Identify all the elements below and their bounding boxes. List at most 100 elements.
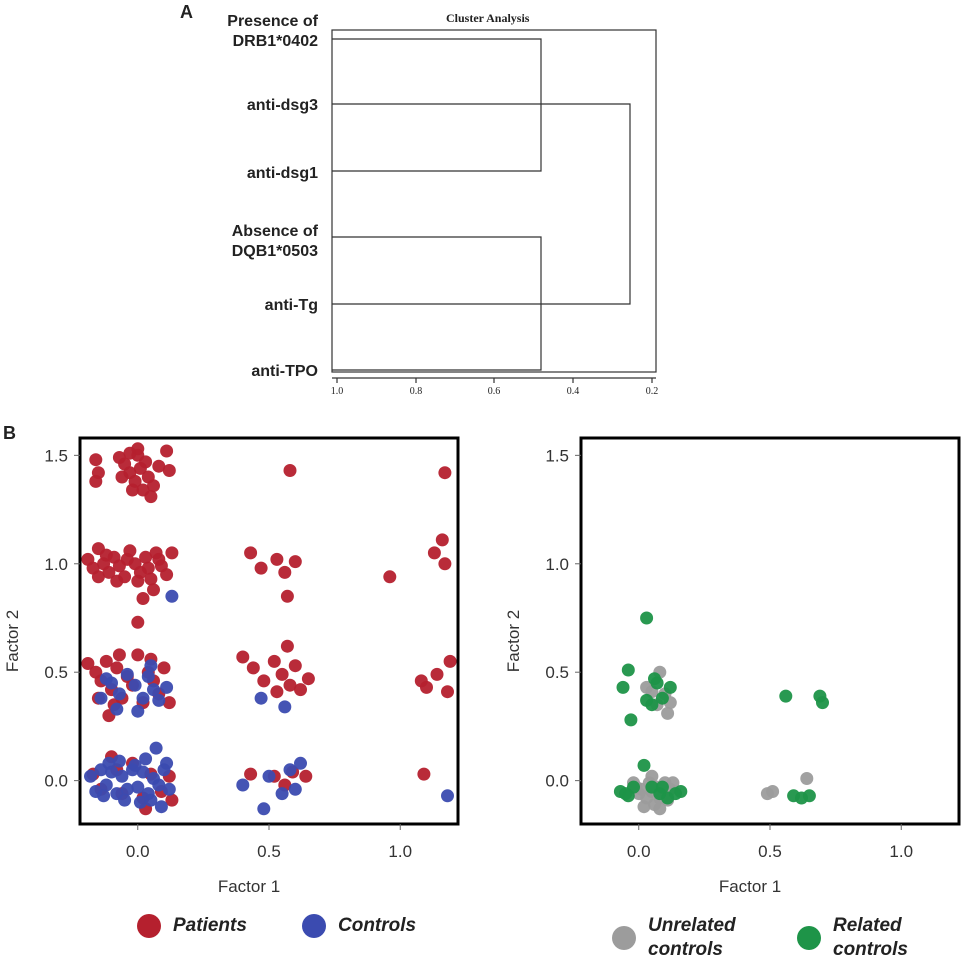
x-tick-label: 0.5 — [758, 842, 782, 861]
data-point — [301, 672, 315, 686]
dendrogram-leaf-line1: Presence of — [227, 13, 318, 30]
data-point — [131, 780, 145, 794]
data-point — [278, 565, 292, 579]
data-point — [144, 793, 158, 807]
data-point — [254, 561, 268, 575]
dendrogram-tick-label: 0.2 — [645, 386, 659, 397]
x-tick-label: 0.0 — [126, 842, 150, 861]
data-point — [262, 769, 276, 783]
data-point — [133, 795, 147, 809]
legend-item-related-controls: Related controls — [797, 914, 908, 962]
data-point — [280, 589, 294, 603]
legend-swatch — [137, 914, 161, 938]
data-point — [131, 574, 145, 588]
data-point — [766, 785, 780, 798]
data-point — [655, 780, 669, 794]
dendrogram-leaf-line2: DQB1*0503 — [231, 243, 318, 260]
legend-item-unrelated-controls: Unrelated controls — [612, 914, 736, 962]
data-point — [147, 479, 160, 493]
data-point — [102, 565, 116, 579]
data-point — [619, 787, 633, 801]
data-point — [141, 670, 155, 683]
data-point — [616, 680, 630, 694]
dendrogram-leaf-label: anti-dsg3 — [118, 96, 318, 116]
y-tick-label: 0.0 — [545, 772, 569, 791]
dendrogram-leaf-line1: anti-dsg3 — [246, 97, 318, 114]
legend-label-line2: controls — [648, 939, 723, 960]
data-point — [288, 555, 302, 569]
dendrogram-tick-label: 0.8 — [409, 386, 423, 397]
dendrogram-link — [332, 38, 542, 172]
data-point — [99, 778, 113, 792]
y-tick-label: 1.0 — [545, 555, 569, 574]
data-point — [420, 680, 433, 694]
data-point — [144, 572, 158, 586]
data-point — [152, 778, 166, 792]
legend-item-controls: Controls — [302, 914, 416, 938]
dendrogram-leaf-label: anti-dsg1 — [118, 164, 318, 184]
data-point — [816, 696, 829, 710]
data-point — [800, 772, 814, 785]
data-point — [149, 741, 163, 755]
data-point — [99, 654, 113, 668]
data-point — [147, 583, 160, 597]
dendrogram-leaf-line1: anti-Tg — [264, 297, 318, 314]
data-point — [653, 802, 667, 816]
dendrogram-leaf-label: Absence of DQB1*0503 — [118, 222, 318, 262]
data-point — [383, 570, 397, 584]
data-point — [160, 568, 174, 582]
legend-label: Unrelated controls — [648, 914, 736, 962]
dendrogram-tick-label: 0.6 — [487, 386, 501, 397]
data-point — [144, 490, 158, 504]
data-point — [99, 672, 113, 686]
data-point — [283, 763, 297, 777]
data-point — [417, 767, 431, 781]
data-point — [131, 615, 145, 629]
legend-swatch — [797, 926, 821, 950]
data-point — [267, 654, 281, 668]
data-point — [91, 570, 105, 584]
data-point — [645, 769, 659, 783]
x-tick-label: 0.0 — [627, 842, 651, 861]
data-point — [802, 789, 816, 803]
data-point — [162, 782, 176, 796]
legend-item-patients: Patients — [137, 914, 247, 938]
data-point — [257, 674, 271, 688]
data-point — [94, 691, 108, 705]
data-point — [283, 464, 297, 477]
data-point — [443, 654, 457, 668]
data-point — [236, 778, 250, 792]
data-point — [779, 689, 793, 703]
dendrogram-leaf-line1: anti-TPO — [251, 363, 318, 380]
data-point — [430, 667, 444, 681]
data-point — [128, 678, 142, 692]
legend-label-line1: Related — [833, 915, 902, 936]
data-point — [270, 685, 284, 699]
panel-b-letter: B — [3, 423, 16, 443]
x-tick-label: 1.0 — [388, 842, 412, 861]
data-point — [645, 698, 659, 712]
x-tick-label: 1.0 — [889, 842, 913, 861]
data-point — [438, 466, 452, 480]
data-point — [655, 691, 669, 705]
data-point — [165, 589, 179, 603]
data-point — [139, 455, 153, 469]
data-point — [81, 657, 95, 670]
data-point — [640, 611, 654, 625]
dendrogram-leaf-line1: anti-dsg1 — [246, 165, 318, 182]
data-point — [131, 648, 145, 662]
data-point — [624, 713, 638, 727]
data-point — [110, 661, 124, 675]
data-point — [236, 650, 250, 664]
data-point — [112, 754, 126, 768]
scatter-plot-1: 0.0 0.5 1.0 0.0 0.5 1.0 1.5 Factor 1 Factor 2 — [3, 436, 460, 896]
data-point — [120, 667, 134, 681]
data-point — [128, 758, 142, 772]
data-point — [102, 756, 116, 770]
dendrogram — [331, 29, 657, 383]
legend-swatch — [302, 914, 326, 938]
data-point — [650, 676, 664, 690]
x-axis-label: Factor 1 — [218, 877, 280, 896]
y-tick-label: 0.5 — [545, 663, 569, 682]
data-point — [244, 767, 258, 781]
